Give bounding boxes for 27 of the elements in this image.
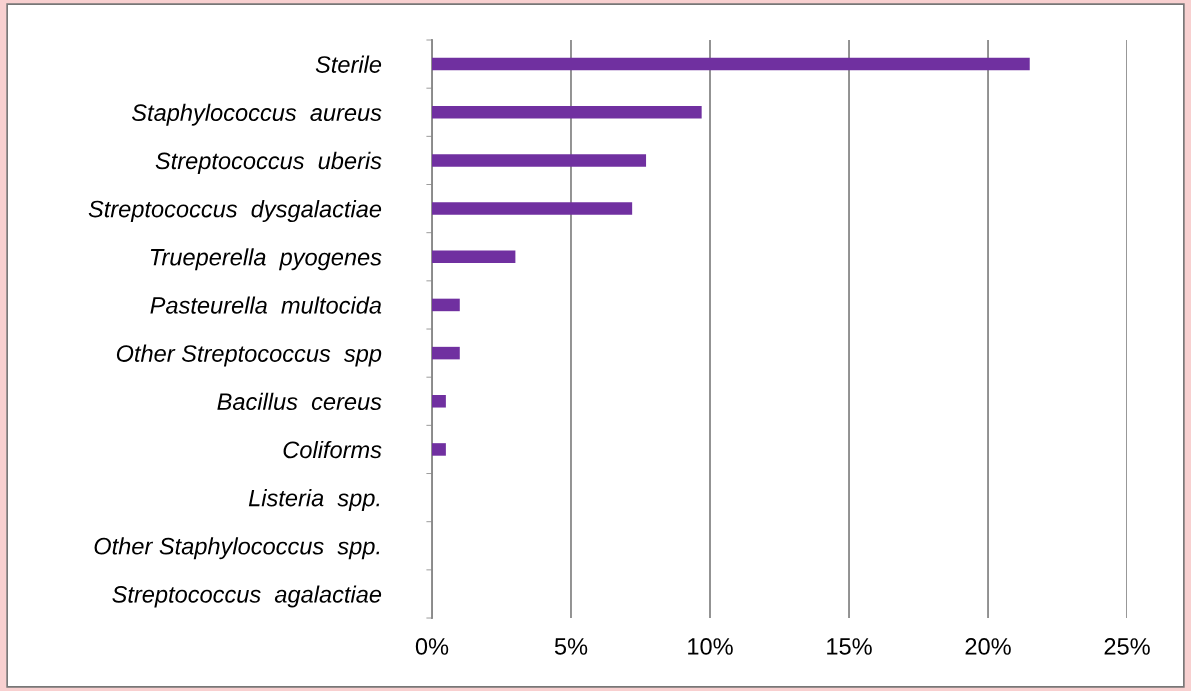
y-tick-label: Streptococcus uberis [155,151,382,174]
y-tick-label: Sterile [315,55,382,73]
y-tick-label: Bacillus cereus [217,392,382,411]
bar [431,154,647,167]
y-tick-label: Streptococcus agalactiae [112,585,382,608]
y-tick-label: Other Streptococcus spp [116,344,382,367]
x-tick-label: 15% [827,638,872,655]
y-tick-label: Trueperella pyogenes [150,248,382,271]
bar [431,202,633,215]
y-tick-label: Streptococcus dysgalactiae [88,200,382,223]
x-tick-label: 5% [554,638,588,655]
bar [431,443,446,456]
y-tick-label: Staphylococcus aureus [131,103,382,126]
y-tick-label: Listeria spp. [248,489,380,512]
bar [431,57,1030,71]
bar [431,106,702,119]
y-tick-label: Coliforms [283,440,382,459]
bar [431,346,460,360]
bar [431,298,460,312]
x-tick-label: 25% [1104,638,1150,655]
bar [431,250,516,264]
x-tick-label: 20% [965,638,1011,655]
y-tick-label: Pasteurella multocida [150,296,382,314]
y-tick-label: Other Staphylococcus spp. [94,537,380,560]
x-tick-label: 0% [415,638,449,655]
x-tick-label: 10% [688,638,733,655]
bar [431,395,446,408]
